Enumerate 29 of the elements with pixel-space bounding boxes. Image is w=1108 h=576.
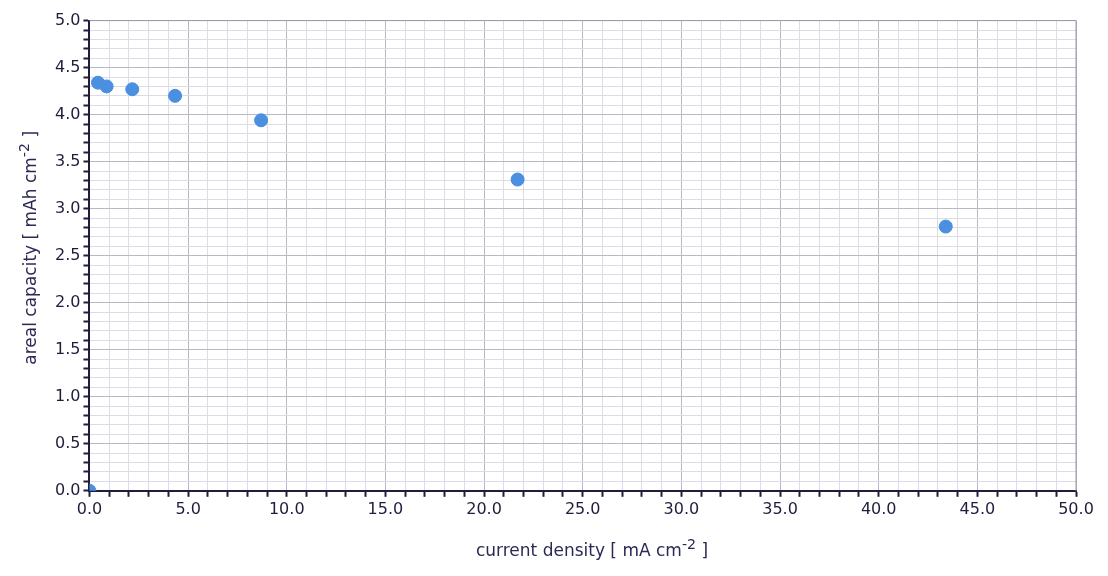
y-tick-label: 2.0 bbox=[54, 291, 81, 311]
x-tick-label: 15.0 bbox=[367, 498, 404, 518]
y-tick-label: 3.5 bbox=[54, 150, 81, 170]
x-tick-label: 10.0 bbox=[268, 498, 305, 518]
x-tick-label: 20.0 bbox=[466, 498, 502, 518]
x-tick-label: 45.0 bbox=[959, 498, 996, 518]
x-tick-label: 50.0 bbox=[1058, 498, 1094, 518]
y-tick-label: 0.0 bbox=[54, 479, 81, 499]
x-tick-label: 0.0 bbox=[76, 498, 103, 518]
point bbox=[938, 219, 953, 234]
x-tick-label: 30.0 bbox=[663, 498, 700, 518]
y-tick-label: 2.5 bbox=[54, 244, 81, 264]
x-tick-label: 40.0 bbox=[860, 498, 897, 518]
x-axis-title: current density [ mA cm$^{-2}$ ] bbox=[474, 536, 710, 560]
x-tick-label: 35.0 bbox=[762, 498, 798, 518]
point bbox=[99, 79, 114, 94]
y-tick-label: 5.0 bbox=[54, 9, 81, 29]
point bbox=[125, 82, 140, 97]
y-tick-label: 4.5 bbox=[54, 56, 81, 76]
point bbox=[510, 172, 525, 187]
y-tick-label: 1.5 bbox=[54, 338, 81, 358]
point bbox=[168, 88, 183, 103]
x-tick-label: 5.0 bbox=[175, 498, 201, 518]
x-tick-label: 25.0 bbox=[564, 498, 601, 518]
y-tick-label: 4.0 bbox=[54, 103, 81, 123]
y-tick-label: 1.0 bbox=[54, 385, 81, 405]
y-tick-label: 3.0 bbox=[54, 197, 81, 217]
point bbox=[254, 113, 269, 128]
y-tick-label: 0.5 bbox=[54, 432, 81, 452]
